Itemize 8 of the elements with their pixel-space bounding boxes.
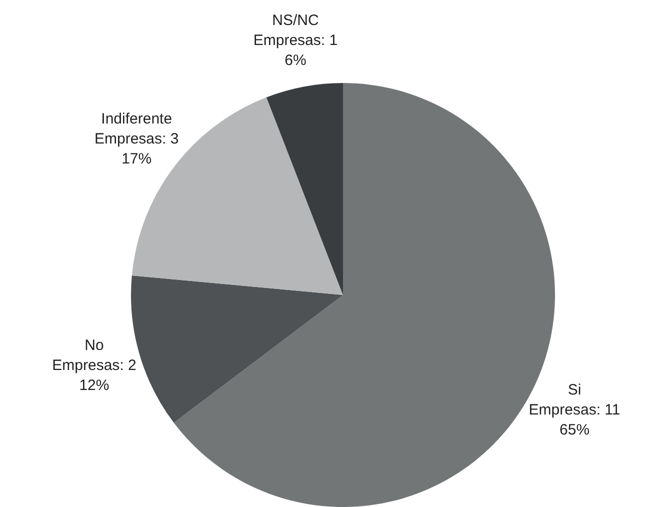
- data-label: Empresas: 2 12%: [52, 356, 136, 394]
- slice-label: Indiferente: [101, 110, 172, 128]
- slice-label: Si: [568, 381, 582, 398]
- data-label: Empresas: 11 65%: [528, 401, 620, 438]
- slice-label: No: [84, 336, 104, 354]
- data-label: Empresas: 1 6%: [253, 32, 338, 69]
- data-label: Empresas: 3 17%: [94, 130, 179, 168]
- slice-label: NS/NC: [272, 12, 319, 29]
